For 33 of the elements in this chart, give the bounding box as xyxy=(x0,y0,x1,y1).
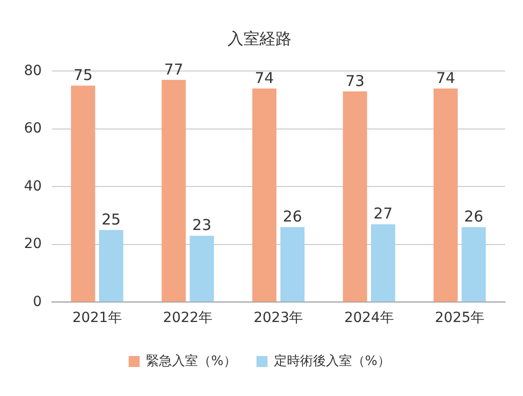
chart-title: 入室経路 xyxy=(228,28,292,48)
data-label: 26 xyxy=(464,208,484,226)
y-tick-label: 20 xyxy=(24,236,42,252)
y-tick-label: 40 xyxy=(24,178,42,194)
x-tick-label: 2024年 xyxy=(344,310,394,326)
bar xyxy=(434,88,458,302)
legend-label: 定時術後入室（%） xyxy=(274,352,390,369)
y-tick-label: 0 xyxy=(32,294,42,310)
bar xyxy=(99,230,124,302)
bar xyxy=(342,91,368,302)
data-label: 27 xyxy=(374,204,393,223)
data-label: 74 xyxy=(436,68,456,87)
y-tick-label: 60 xyxy=(24,120,42,137)
data-label: 77 xyxy=(164,60,184,78)
bar xyxy=(462,227,486,302)
bar xyxy=(71,86,96,302)
data-label: 74 xyxy=(254,68,274,87)
data-label: 23 xyxy=(192,216,212,234)
x-tick-label: 2022年 xyxy=(162,310,213,326)
bar xyxy=(252,88,276,302)
y-tick-label: 80 xyxy=(24,62,42,79)
data-label: 75 xyxy=(74,66,93,84)
x-tick-label: 2025年 xyxy=(434,310,484,326)
x-tick-label: 2021年 xyxy=(72,310,122,326)
data-label: 26 xyxy=(282,208,302,226)
bar xyxy=(280,227,305,302)
bar xyxy=(190,236,214,302)
legend-label: 緊急入室（%） xyxy=(146,352,237,369)
data-label: 73 xyxy=(345,72,365,90)
data-label: 25 xyxy=(102,210,121,228)
x-tick-label: 2023年 xyxy=(254,310,304,326)
bar xyxy=(162,80,186,302)
bar xyxy=(371,224,396,302)
